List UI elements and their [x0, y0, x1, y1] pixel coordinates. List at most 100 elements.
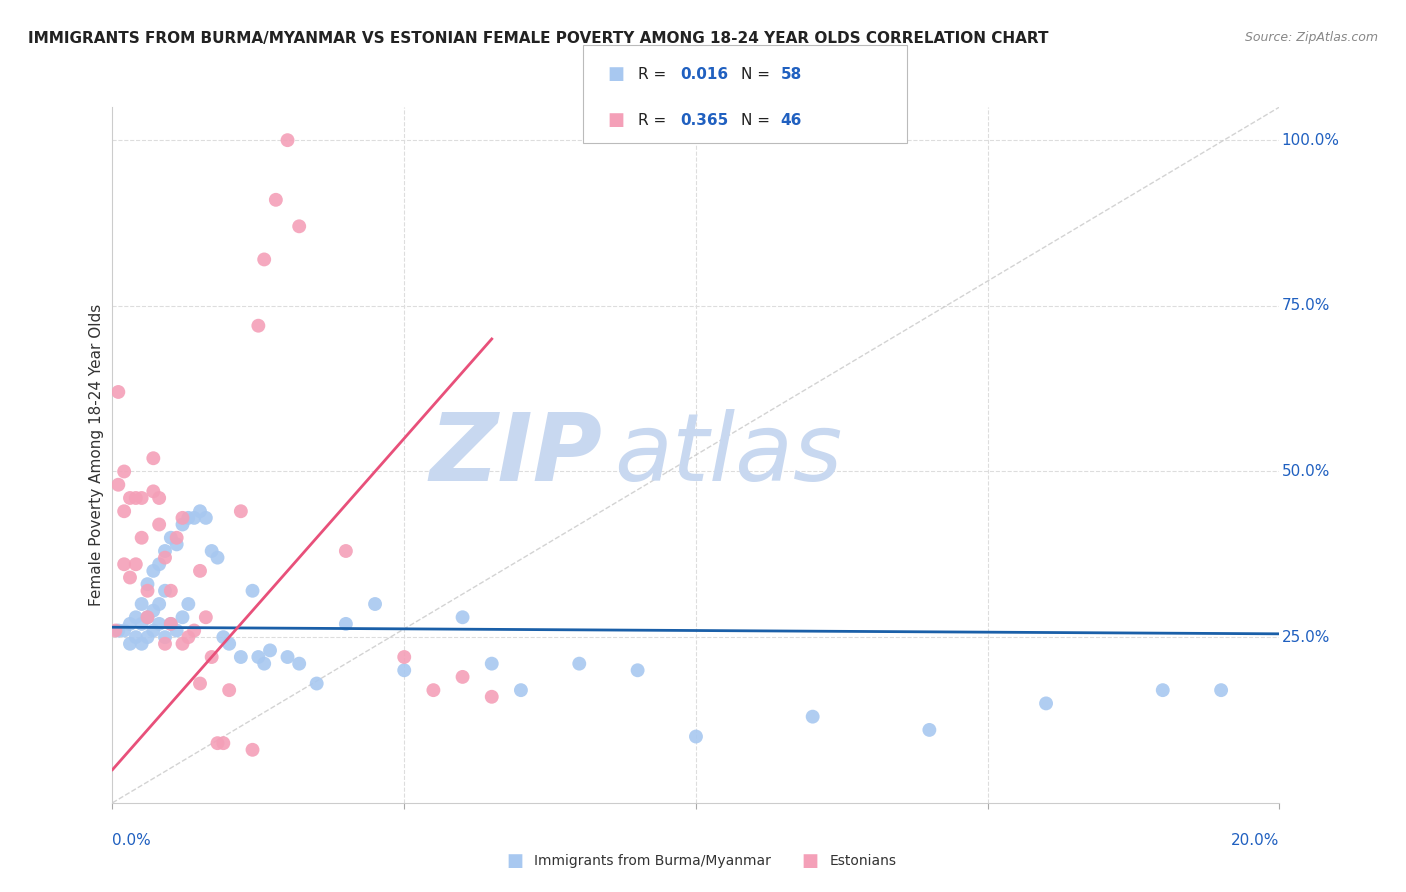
Point [288, 657, 311, 671]
Text: ■: ■ [506, 852, 523, 870]
Point [148, 616, 170, 631]
Point [136, 577, 159, 591]
Point [142, 484, 165, 499]
Point [392, 663, 416, 677]
Point [142, 564, 165, 578]
Point [172, 511, 194, 525]
Point [247, 650, 270, 665]
Point [153, 583, 176, 598]
Text: 0.365: 0.365 [681, 113, 728, 128]
Point [153, 637, 176, 651]
Text: R =: R = [638, 113, 672, 128]
Point [288, 219, 311, 234]
Text: R =: R = [638, 67, 672, 81]
Point [194, 610, 217, 624]
Point [201, 544, 224, 558]
Text: 100.0%: 100.0% [1282, 133, 1340, 148]
Point [118, 570, 141, 584]
Point [451, 670, 474, 684]
Point [112, 465, 135, 479]
Point [188, 564, 211, 578]
Point [194, 511, 217, 525]
Point [481, 657, 503, 671]
Point [107, 477, 129, 491]
Point [142, 604, 165, 618]
Point [166, 537, 188, 551]
Text: ■: ■ [607, 112, 624, 129]
Point [148, 558, 170, 572]
Point [305, 676, 328, 690]
Point [107, 624, 129, 638]
Text: 25.0%: 25.0% [1282, 630, 1330, 645]
Point [112, 558, 135, 572]
Point [153, 550, 176, 565]
Point [212, 630, 235, 644]
Point [136, 630, 159, 644]
Point [112, 504, 135, 518]
Point [136, 610, 159, 624]
Point [335, 544, 357, 558]
Point [160, 531, 183, 545]
Point [107, 384, 129, 399]
Point [481, 690, 503, 704]
Text: Estonians: Estonians [830, 854, 897, 868]
Point [212, 736, 235, 750]
Point [131, 531, 153, 545]
Text: Source: ZipAtlas.com: Source: ZipAtlas.com [1244, 31, 1378, 45]
Text: IMMIGRANTS FROM BURMA/MYANMAR VS ESTONIAN FEMALE POVERTY AMONG 18-24 YEAR OLDS C: IMMIGRANTS FROM BURMA/MYANMAR VS ESTONIA… [28, 31, 1049, 46]
Text: 50.0%: 50.0% [1282, 464, 1330, 479]
Point [136, 610, 159, 624]
Text: 0.016: 0.016 [681, 67, 728, 81]
Point [451, 610, 474, 624]
Point [253, 657, 276, 671]
Point [125, 630, 148, 644]
Text: 20.0%: 20.0% [1232, 832, 1279, 847]
Y-axis label: Female Poverty Among 18-24 Year Olds: Female Poverty Among 18-24 Year Olds [89, 304, 104, 606]
Point [131, 637, 153, 651]
Point [160, 583, 183, 598]
Point [183, 511, 205, 525]
Point [218, 637, 240, 651]
Point [160, 616, 183, 631]
Point [918, 723, 941, 737]
Point [148, 597, 170, 611]
Point [177, 630, 200, 644]
Text: N =: N = [741, 113, 775, 128]
Text: 0.0%: 0.0% [112, 832, 152, 847]
Point [125, 558, 148, 572]
Point [276, 133, 298, 147]
Point [218, 683, 240, 698]
Point [125, 610, 148, 624]
Point [172, 517, 194, 532]
Point [160, 616, 183, 631]
Point [131, 616, 153, 631]
Point [253, 252, 276, 267]
Point [229, 650, 252, 665]
Point [1209, 683, 1232, 698]
Point [172, 610, 194, 624]
Text: ■: ■ [607, 65, 624, 83]
Point [1035, 697, 1057, 711]
Point [153, 544, 176, 558]
Point [207, 550, 229, 565]
Text: 75.0%: 75.0% [1282, 298, 1330, 313]
Text: ZIP: ZIP [430, 409, 603, 501]
Point [259, 643, 281, 657]
Point [242, 743, 264, 757]
Text: 58: 58 [780, 67, 801, 81]
Point [1152, 683, 1174, 698]
Point [131, 597, 153, 611]
Point [153, 630, 176, 644]
Point [422, 683, 444, 698]
Point [104, 624, 127, 638]
Point [172, 637, 194, 651]
Point [801, 709, 824, 723]
Point [136, 583, 159, 598]
Point [148, 517, 170, 532]
Text: Immigrants from Burma/Myanmar: Immigrants from Burma/Myanmar [534, 854, 770, 868]
Point [118, 637, 141, 651]
Point [242, 583, 264, 598]
Point [568, 657, 591, 671]
Text: N =: N = [741, 67, 775, 81]
Point [142, 624, 165, 638]
